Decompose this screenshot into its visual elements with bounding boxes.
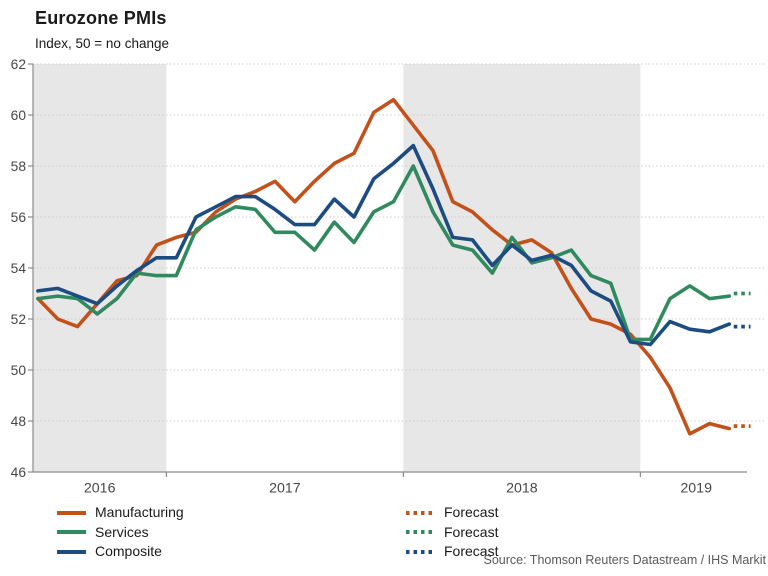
manufacturing-line-swatch xyxy=(57,510,86,515)
grid-lines xyxy=(33,63,765,422)
chart-header: Eurozone PMIs Index, 50 = no change xyxy=(35,8,169,51)
legend-label-composite: Composite xyxy=(95,543,162,559)
legend-label-manufacturing: Manufacturing xyxy=(95,504,184,520)
legend-item-forecast-services: Forecast xyxy=(406,523,498,543)
manufacturing-line xyxy=(36,97,732,436)
legend-series-column: Manufacturing Services Composite xyxy=(57,503,184,562)
y-tick-label-62: 62 xyxy=(11,57,26,72)
y-tick-label-60: 60 xyxy=(11,108,27,123)
y-tick-label-48: 48 xyxy=(11,414,27,429)
composite-line-swatch xyxy=(57,549,86,554)
x-tick-label-2017: 2017 xyxy=(269,481,301,497)
year-shading-bands xyxy=(33,64,641,472)
services-line xyxy=(36,164,732,342)
y-tick-label-52: 52 xyxy=(11,312,26,327)
legend-item-forecast-composite: Forecast xyxy=(406,542,498,562)
axes: 46 48 50 52 54 56 58 60 62 2016 2017 2018 2019 xyxy=(11,57,747,497)
services-forecast-swatch xyxy=(406,530,435,535)
legend-label-forecast-composite: Forecast xyxy=(444,543,499,559)
legend-item-composite: Composite xyxy=(57,542,184,562)
composite-forecast-swatch xyxy=(406,549,435,554)
source-credit: Source: Thomson Reuters Datastream / IHS… xyxy=(483,553,766,567)
y-tick-label-50: 50 xyxy=(11,363,27,378)
x-tick-label-2019: 2019 xyxy=(680,481,712,497)
legend-label-forecast-manufacturing: Forecast xyxy=(444,504,499,520)
y-tick-label-56: 56 xyxy=(11,210,27,225)
x-tick-label-2016: 2016 xyxy=(84,481,116,497)
legend-item-services: Services xyxy=(57,523,184,543)
legend-label-forecast-services: Forecast xyxy=(444,523,499,540)
pmi-line-chart: 46 48 50 52 54 56 58 60 62 2016 2017 2018 2019 xyxy=(11,57,765,497)
composite-line xyxy=(36,143,732,347)
legend-item-forecast-manufacturing: Forecast xyxy=(406,503,498,523)
y-tick-label-46: 46 xyxy=(11,465,27,480)
legend-label-services: Services xyxy=(95,523,149,540)
manufacturing-forecast-swatch xyxy=(406,510,435,515)
services-line-swatch xyxy=(57,530,86,535)
chart-subtitle: Index, 50 = no change xyxy=(35,36,169,51)
legend-item-manufacturing: Manufacturing xyxy=(57,503,184,523)
shaded-band-2018 xyxy=(403,64,641,472)
y-tick-label-54: 54 xyxy=(11,261,27,276)
y-tick-label-58: 58 xyxy=(11,159,27,174)
chart-title: Eurozone PMIs xyxy=(35,8,167,28)
x-tick-label-2018: 2018 xyxy=(506,481,538,497)
legend-forecast-column: Forecast Forecast Forecast xyxy=(406,503,498,562)
